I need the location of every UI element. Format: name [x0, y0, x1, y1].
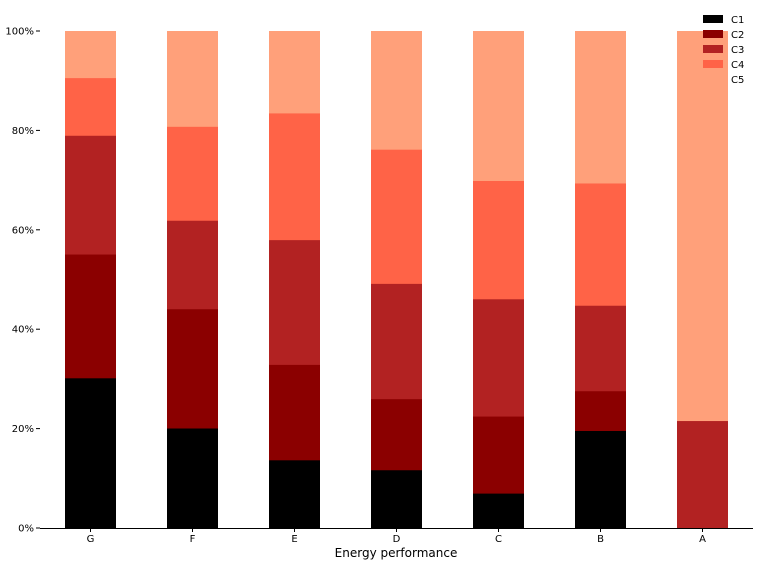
x-tick-label: E [291, 534, 297, 545]
bar-C-C4 [473, 180, 524, 300]
x-tick-label: G [87, 534, 95, 545]
x-axis-title: Energy performance [335, 546, 458, 560]
bar-E-C2 [269, 364, 320, 461]
bar-G-C5 [65, 31, 116, 79]
y-axis-ticks: 0% 20% 40% 60% 80% 100% [5, 27, 40, 535]
legend-swatch-C1 [703, 15, 723, 23]
bar-B-C3 [575, 305, 626, 392]
y-tick-label: 60% [12, 225, 34, 236]
x-tick-label: B [597, 534, 604, 545]
y-tick-label: 20% [12, 424, 34, 435]
bar-F-C1 [167, 428, 218, 529]
bars-group [65, 31, 728, 529]
x-tick-label: A [699, 534, 706, 545]
bar-E-C1 [269, 459, 320, 529]
bar-A-C3 [677, 420, 728, 529]
bar-F-C2 [167, 308, 218, 429]
bar-C-C5 [473, 31, 524, 181]
bar-F-C4 [167, 126, 218, 221]
bar-G-C4 [65, 77, 116, 136]
legend-swatch-C5 [703, 75, 723, 83]
bar-D-C5 [371, 31, 422, 150]
legend: C1 C2 C3 C4 C5 [703, 15, 744, 86]
bar-G-C3 [65, 135, 116, 255]
x-tick-label: F [190, 534, 196, 545]
bar-D-C3 [371, 283, 422, 400]
x-tick-label: C [495, 534, 502, 545]
bar-D-C2 [371, 398, 422, 471]
bar-D-C4 [371, 149, 422, 284]
bar-B-C4 [575, 183, 626, 306]
legend-label-C1: C1 [731, 15, 744, 26]
bar-C-C1 [473, 493, 524, 529]
bar-B-C1 [575, 430, 626, 529]
bar-A-C5 [677, 31, 728, 422]
bar-B-C2 [575, 390, 626, 431]
bar-F-C3 [167, 220, 218, 310]
bar-F-C5 [167, 31, 218, 127]
bar-C-C3 [473, 298, 524, 417]
legend-label-C5: C5 [731, 75, 744, 86]
bar-D-C1 [371, 469, 422, 529]
legend-swatch-C3 [703, 45, 723, 53]
bar-B-C5 [575, 31, 626, 184]
bar-G-C1 [65, 377, 116, 529]
legend-label-C3: C3 [731, 45, 744, 56]
bar-E-C4 [269, 113, 320, 241]
y-tick-label: 40% [12, 325, 34, 336]
x-tick-label: D [393, 534, 401, 545]
bar-C-C2 [473, 416, 524, 494]
legend-swatch-C4 [703, 60, 723, 68]
y-tick-label: 0% [18, 524, 34, 535]
bar-G-C2 [65, 254, 116, 379]
bar-E-C3 [269, 239, 320, 365]
bar-E-C5 [269, 31, 320, 114]
y-tick-label: 80% [12, 126, 34, 137]
legend-label-C4: C4 [731, 60, 744, 71]
legend-label-C2: C2 [731, 30, 744, 41]
y-tick-label: 100% [5, 27, 34, 38]
legend-swatch-C2 [703, 30, 723, 38]
